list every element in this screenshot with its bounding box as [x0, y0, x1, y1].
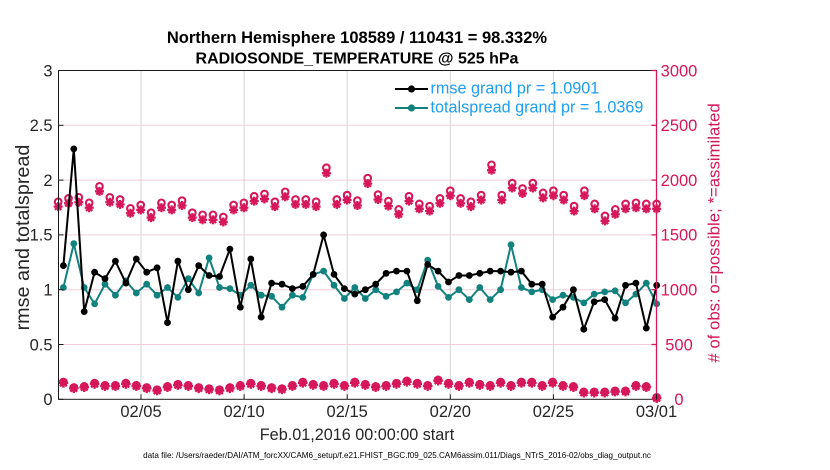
svg-text:3000: 3000: [661, 62, 698, 80]
svg-text:Feb.01,2016 00:00:00 start: Feb.01,2016 00:00:00 start: [260, 426, 455, 444]
svg-text:2000: 2000: [661, 172, 698, 190]
svg-text:02/20: 02/20: [430, 403, 471, 421]
svg-text:1: 1: [43, 282, 52, 300]
svg-text:2500: 2500: [661, 117, 698, 135]
svg-text:1.5: 1.5: [30, 227, 53, 245]
svg-text:# of obs: o=possible; *=assimi: # of obs: o=possible; *=assimilated: [705, 103, 724, 362]
svg-text:1500: 1500: [661, 227, 698, 245]
svg-text:2.5: 2.5: [30, 117, 53, 135]
svg-text:03/01: 03/01: [636, 403, 677, 421]
svg-text:1000: 1000: [661, 282, 698, 300]
svg-text:3: 3: [43, 62, 52, 80]
svg-text:0: 0: [43, 391, 52, 409]
svg-text:Northern Hemisphere 108589 / 1: Northern Hemisphere 108589 / 110431 = 98…: [167, 29, 548, 47]
svg-text:RADIOSONDE_TEMPERATURE @ 525 h: RADIOSONDE_TEMPERATURE @ 525 hPa: [196, 51, 519, 68]
svg-text:data file: /Users/raeder/DAI/A: data file: /Users/raeder/DAI/ATM_forcXX/…: [143, 451, 651, 460]
svg-text:500: 500: [665, 336, 693, 354]
svg-text:2: 2: [43, 172, 52, 190]
svg-text:rmse grand pr = 1.0901: rmse grand pr = 1.0901: [431, 80, 600, 98]
svg-text:totalspread grand pr = 1.0369: totalspread grand pr = 1.0369: [431, 99, 644, 117]
svg-text:0.5: 0.5: [30, 336, 53, 354]
svg-text:0: 0: [674, 391, 683, 409]
svg-text:rmse and totalspread: rmse and totalspread: [12, 145, 34, 331]
svg-text:02/10: 02/10: [223, 403, 264, 421]
svg-text:02/25: 02/25: [533, 403, 574, 421]
svg-text:02/05: 02/05: [120, 403, 161, 421]
svg-text:02/15: 02/15: [327, 403, 368, 421]
